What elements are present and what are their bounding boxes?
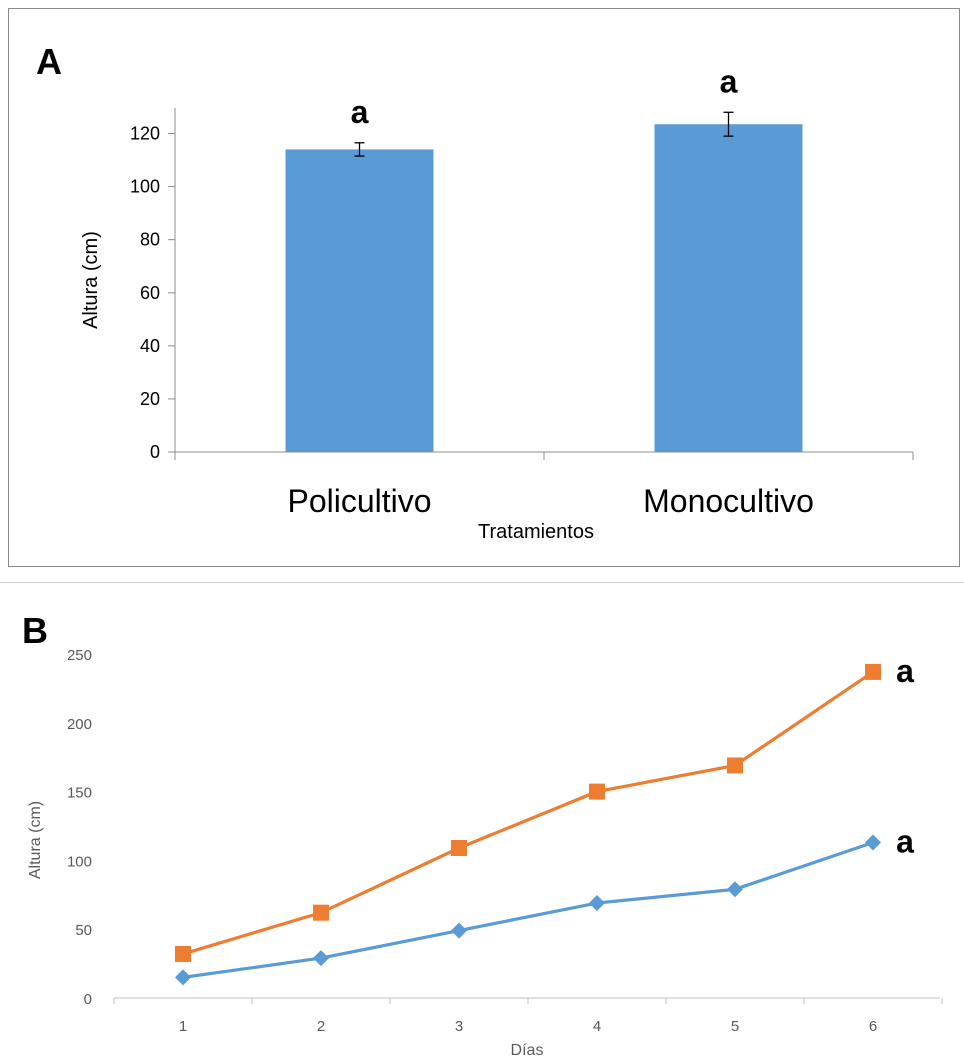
chart-b-point: [175, 945, 191, 962]
chart-b-x-tick-label: 6: [869, 1018, 877, 1035]
chart-b-y-tick-label: 0: [84, 991, 92, 1008]
chart-b-significance-label: a: [896, 824, 914, 860]
chart-a-significance-label: a: [720, 63, 738, 99]
chart-a-y-tick-label: 20: [140, 389, 160, 409]
chart-a-bar: [654, 124, 803, 452]
chart-b-y-axis-label: Altura (cm): [27, 801, 44, 879]
chart-b-point: [727, 881, 743, 898]
chart-b-point: [589, 783, 605, 800]
chart-b-x-axis-label: Días: [511, 1042, 544, 1059]
chart-a-significance-label: a: [351, 94, 369, 130]
chart-a-y-axis-label: Altura (cm): [80, 231, 102, 329]
chart-b-x-tick-label: 4: [593, 1018, 601, 1035]
chart-b-point: [865, 663, 881, 680]
chart-b-point: [451, 922, 467, 939]
chart-b-y-ticks: 0 50 100 150 200 250: [67, 647, 92, 1008]
chart-a-category-label: Policultivo: [287, 483, 431, 519]
chart-b-x-tick-label: 2: [317, 1018, 325, 1035]
chart-b-point: [727, 757, 743, 774]
chart-a: A 0 20 40 60 80 100 120 a Policultivo a Monoculti…: [36, 41, 914, 543]
chart-b-significance-label: a: [896, 653, 914, 689]
chart-a-y-tick-label: 40: [140, 336, 160, 356]
chart-b-x-tick-label: 1: [179, 1018, 187, 1035]
chart-b-x-ticks: 1 2 3 4 5 6: [113, 998, 943, 1035]
chart-b-y-tick-label: 250: [67, 647, 92, 664]
chart-a-y-tick-label: 0: [150, 442, 160, 462]
chart-a-bars: a Policultivo a Monocultivo: [285, 63, 814, 519]
chart-b-series-line: [182, 670, 874, 956]
panel-label-b: B: [22, 610, 48, 651]
chart-b-x-tick-label: 5: [731, 1018, 739, 1035]
chart-b-series-line: [182, 840, 874, 979]
chart-a-y-ticks: 0 20 40 60 80 100 120: [130, 124, 175, 462]
chart-a-y-tick-label: 120: [130, 124, 160, 144]
chart-b-y-tick-label: 150: [67, 785, 92, 802]
chart-a-category-label: Monocultivo: [643, 483, 814, 519]
chart-b-point: [313, 904, 329, 921]
chart-a-y-tick-label: 60: [140, 283, 160, 303]
chart-b-point: [865, 834, 881, 851]
chart-a-bar: [285, 149, 434, 453]
chart-b-point: [589, 895, 605, 912]
chart-a-x-axis-label: Tratamientos: [478, 521, 594, 543]
chart-b-y-tick-label: 200: [67, 716, 92, 733]
panel-label-a: A: [36, 41, 62, 82]
chart-a-frame: [8, 8, 960, 567]
chart-b-point: [451, 840, 467, 857]
chart-a-y-tick-label: 80: [140, 230, 160, 250]
chart-b-frame: [0, 582, 964, 1063]
chart-b-point: [175, 969, 191, 986]
chart-b-x-tick-label: 3: [455, 1018, 463, 1035]
chart-a-y-tick-label: 100: [130, 177, 160, 197]
chart-b-y-tick-label: 100: [67, 853, 92, 870]
chart-b-y-tick-label: 50: [75, 922, 92, 939]
chart-b-point: [313, 950, 329, 967]
chart-b-series: aa: [175, 653, 914, 986]
